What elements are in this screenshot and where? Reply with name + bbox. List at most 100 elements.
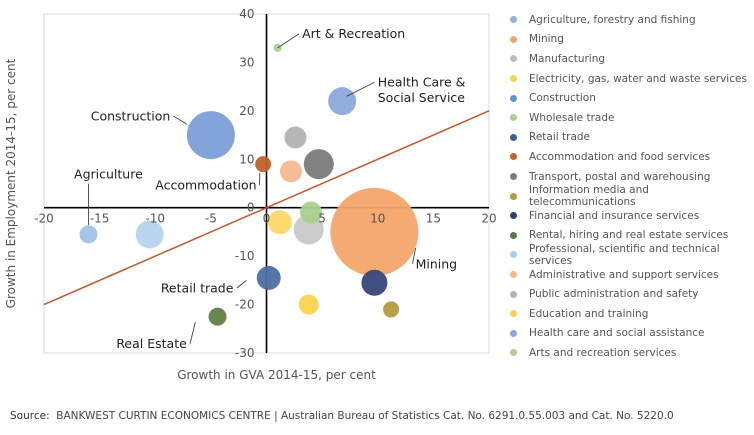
bubble-construction: [186, 111, 235, 160]
legend-swatch: [510, 251, 517, 259]
legend-swatch: [510, 55, 517, 63]
legend-label: Manufacturing: [529, 52, 606, 65]
annotation-leader: [189, 321, 196, 344]
legend-item: Transport, postal and warehousing: [510, 167, 750, 187]
legend-swatch: [510, 290, 517, 298]
legend-label: Professional, scientific and technical s…: [529, 242, 720, 267]
legend: Agriculture, forestry and fishing Mining M…: [510, 10, 750, 363]
bubble-administrative-and-support-services: [279, 160, 302, 183]
x-tick-label: 10: [370, 212, 385, 226]
legend-item: Electricity, gas, water and waste servic…: [510, 69, 750, 89]
legend-swatch: [510, 349, 517, 357]
legend-swatch: [510, 271, 517, 279]
legend-label: Financial and insurance services: [529, 209, 700, 222]
legend-label: Agriculture, forestry and fishing: [529, 13, 696, 26]
bubble-agriculture-forestry-and-fishing: [135, 220, 164, 249]
bubble-electricity-gas-water-and-waste-services: [267, 210, 292, 235]
legend-label: Administrative and support services: [529, 268, 719, 281]
annotation-label: Construction: [91, 109, 171, 124]
legend-label: Arts and recreation services: [529, 346, 677, 359]
legend-swatch: [510, 173, 517, 181]
annotation-leader: [412, 247, 417, 264]
legend-label: Construction: [529, 92, 596, 105]
legend-item: Information media and telecommunications: [510, 184, 750, 209]
x-tick-label: 0: [263, 212, 271, 226]
annotation-leader: [346, 81, 375, 97]
legend-label: Retail trade: [529, 131, 591, 144]
bubble-rental-hiring-and-real-estate-services: [208, 307, 227, 326]
legend-swatch: [510, 75, 517, 83]
legend-item: Rental, hiring and real estate services: [510, 226, 750, 246]
annotation-label: Mining: [416, 256, 458, 271]
x-tick-label: -10: [145, 212, 165, 226]
legend-item: Public administration and safety: [510, 284, 750, 304]
legend-swatch: [510, 231, 517, 239]
legend-label: Education and training: [529, 307, 649, 320]
legend-item: Wholesale trade: [510, 108, 750, 128]
bubble-information-media-and-telecommunications: [383, 301, 400, 318]
y-tick-label: -10: [235, 249, 255, 263]
legend-swatch: [510, 16, 517, 24]
legend-item: Manufacturing: [510, 49, 750, 69]
legend-item: Mining: [510, 30, 750, 50]
x-tick-label: -20: [34, 212, 54, 226]
legend-item: Health care and social assistance: [510, 324, 750, 344]
bubble-mining: [330, 187, 419, 276]
annotation-label: Art & Recreation: [302, 26, 405, 41]
legend-swatch: [510, 212, 517, 220]
legend-item: Arts and recreation services: [510, 343, 750, 363]
annotation-label: Social Service: [378, 90, 466, 105]
legend-swatch: [510, 94, 517, 102]
legend-label: Mining: [529, 33, 564, 46]
legend-item: Education and training: [510, 304, 750, 324]
legend-swatch: [510, 310, 517, 318]
legend-label: Wholesale trade: [529, 111, 615, 124]
source-prefix: Source:: [10, 410, 50, 422]
bubble-retail-trade: [256, 265, 281, 290]
legend-item: Construction: [510, 88, 750, 108]
bubble-education-and-training: [298, 294, 319, 315]
x-tick-label: -5: [205, 212, 217, 226]
annotation-leader: [173, 115, 187, 125]
legend-label: Public administration and safety: [529, 288, 699, 301]
y-axis-title: Growth in Employment 2014-15, per cent: [4, 58, 18, 308]
y-tick-label: 40: [239, 7, 254, 21]
legend-item: Accommodation and food services: [510, 147, 750, 167]
bubble-transport-postal-and-warehousing: [303, 149, 334, 180]
annotation-label: Health Care &: [378, 75, 466, 90]
legend-item: Financial and insurance services: [510, 206, 750, 226]
legend-label: Electricity, gas, water and waste servic…: [529, 72, 747, 85]
annotation-label: Accommodation: [155, 177, 256, 192]
legend-label: Accommodation and food services: [529, 150, 711, 163]
annotation-label: Real Estate: [116, 336, 187, 351]
source-text: BANKWEST CURTIN ECONOMICS CENTRE | Austr…: [56, 410, 674, 422]
x-tick-label: 5: [318, 212, 326, 226]
bubble-health-care-and-social-assistance: [328, 87, 357, 116]
x-axis-title: Growth in GVA 2014-15, per cent: [177, 368, 376, 382]
legend-swatch: [510, 192, 517, 200]
legend-label: Information media and telecommunications: [529, 184, 649, 209]
legend-label: Rental, hiring and real estate services: [529, 229, 729, 242]
x-tick-label: 20: [481, 212, 496, 226]
legend-label: Health care and social assistance: [529, 327, 705, 340]
source-note: Source: BANKWEST CURTIN ECONOMICS CENTRE…: [10, 410, 674, 422]
bubble-accommodation-and-food-services: [255, 156, 272, 173]
legend-swatch: [510, 153, 517, 161]
bubble-wholesale-trade: [300, 201, 322, 224]
legend-item: Retail trade: [510, 128, 750, 148]
legend-item: Agriculture, forestry and fishing: [510, 10, 750, 30]
x-tick-label: 15: [426, 212, 441, 226]
legend-swatch: [510, 133, 517, 141]
bubble-agriculture-forestry-and-fishing: [79, 225, 98, 244]
legend-label: Transport, postal and warehousing: [529, 170, 711, 183]
legend-item: Administrative and support services: [510, 265, 750, 285]
legend-swatch: [510, 329, 517, 337]
annotation-label: Agriculture: [74, 167, 143, 182]
y-tick-label: -20: [235, 298, 255, 312]
legend-swatch: [510, 114, 517, 122]
legend-item: Professional, scientific and technical s…: [510, 242, 750, 267]
bubble-financial-and-insurance-services: [361, 269, 388, 296]
y-tick-label: -30: [235, 346, 255, 360]
y-tick-label: 10: [239, 152, 254, 166]
